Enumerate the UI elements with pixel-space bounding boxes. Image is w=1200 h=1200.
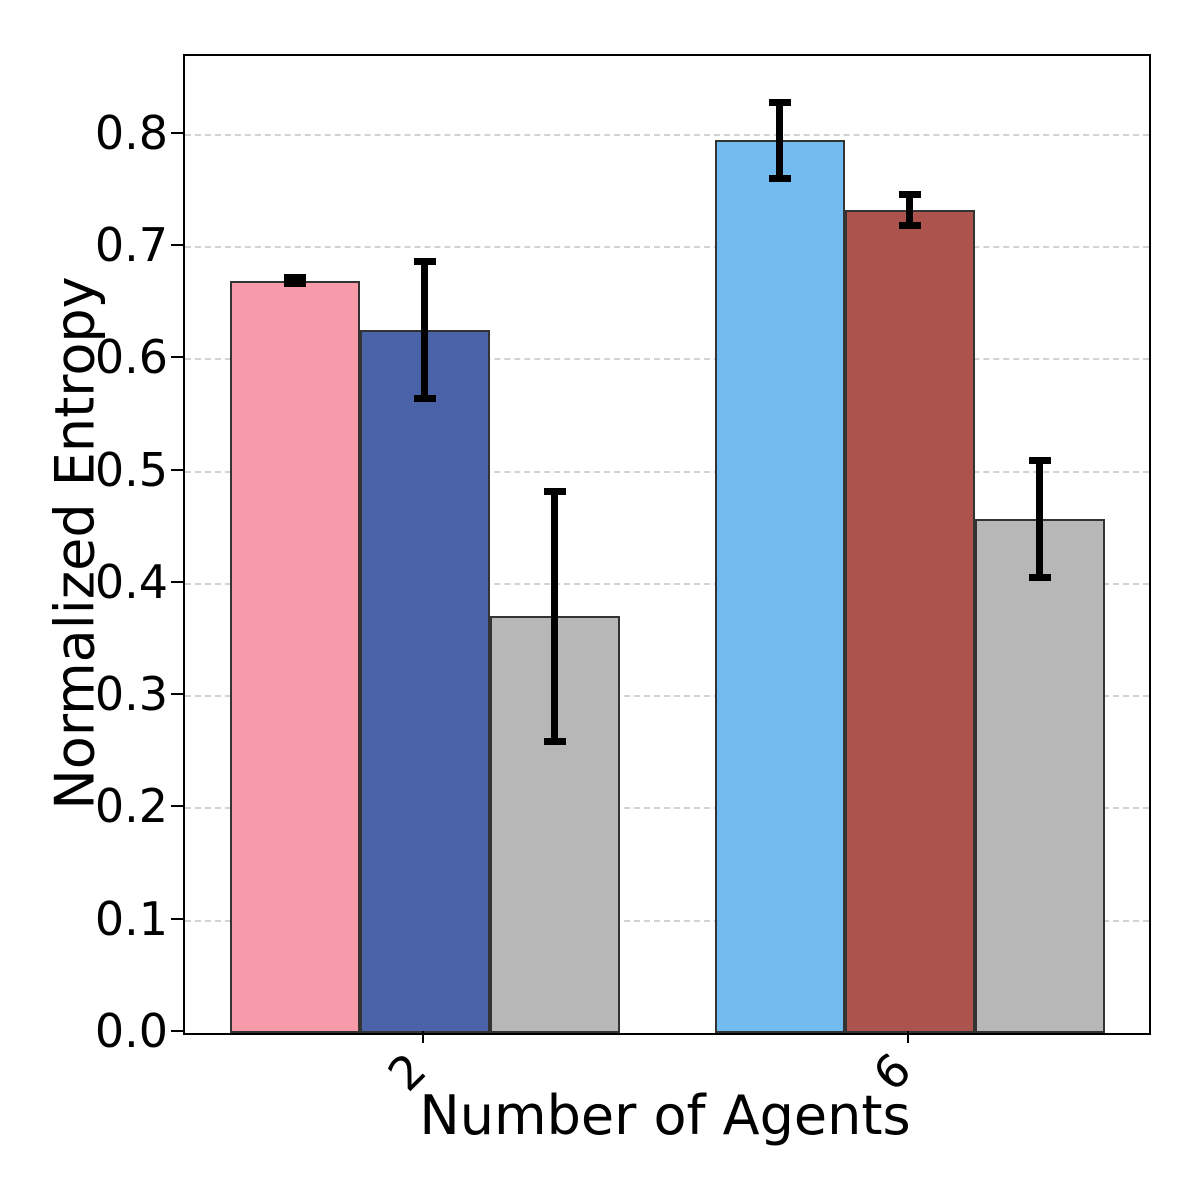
error-bar-cap-top (1028, 456, 1051, 464)
bar-6-gray (974, 518, 1105, 1033)
x-tick-mark (906, 1031, 909, 1043)
x-axis-label: Number of Agents (419, 1084, 911, 1147)
y-grid-line (185, 245, 1149, 248)
bar-6-light-blue (714, 140, 845, 1033)
y-axis-label-container: Normalized Entropy (28, 54, 123, 1031)
y-grid-line (185, 582, 1149, 585)
y-tick-label: 0.3 (94, 667, 168, 722)
error-bar-line (551, 491, 558, 742)
y-tick-mark (171, 917, 183, 920)
y-tick-label: 0.6 (94, 330, 168, 385)
y-tick-label: 0.4 (94, 554, 168, 609)
y-grid-line (185, 358, 1149, 361)
error-bar-cap-bottom (898, 222, 921, 230)
y-tick-mark (171, 243, 183, 246)
y-tick-label: 0.0 (94, 1004, 168, 1058)
y-grid-line (185, 919, 1149, 922)
error-bar-cap-bottom (768, 174, 791, 182)
error-bar-cap-bottom (413, 395, 436, 402)
error-bar-cap-top (768, 98, 791, 106)
y-grid-line (185, 470, 1149, 473)
plot-area (183, 54, 1151, 1035)
y-grid-line (185, 695, 1149, 698)
y-tick-mark (171, 693, 183, 696)
bar-6-brick-red (844, 209, 975, 1033)
y-tick-mark (171, 468, 183, 471)
error-bar-cap-top (543, 488, 566, 496)
y-grid-line (185, 807, 1149, 810)
error-bar-cap-top (283, 273, 306, 281)
error-bar-cap-bottom (283, 280, 306, 288)
error-bar-line (776, 102, 783, 179)
y-tick-label: 0.1 (94, 891, 168, 946)
error-bar-cap-bottom (543, 737, 566, 745)
y-tick-mark (171, 1030, 183, 1032)
error-bar-line (1036, 460, 1043, 578)
y-tick-label: 0.7 (94, 217, 168, 272)
bar-2-pink (229, 280, 360, 1033)
error-bar-line (421, 261, 428, 399)
y-grid-line (185, 133, 1149, 136)
y-tick-label: 0.2 (94, 779, 168, 834)
y-tick-mark (171, 580, 183, 583)
y-tick-mark (171, 356, 183, 359)
y-tick-mark (171, 131, 183, 134)
error-bar-line (906, 194, 913, 226)
error-bar-cap-bottom (1028, 573, 1051, 581)
y-tick-label: 0.5 (94, 442, 168, 497)
y-tick-label: 0.8 (94, 105, 168, 160)
x-tick-mark (421, 1031, 424, 1043)
bar-2-dark-blue (359, 330, 490, 1033)
error-bar-cap-top (413, 258, 436, 265)
error-bar-cap-top (898, 190, 921, 198)
y-tick-mark (171, 805, 183, 808)
